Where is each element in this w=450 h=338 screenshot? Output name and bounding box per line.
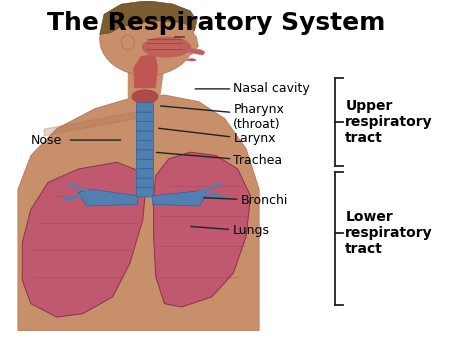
Text: Nasal cavity: Nasal cavity	[233, 82, 310, 95]
FancyBboxPatch shape	[136, 169, 153, 178]
FancyBboxPatch shape	[136, 178, 153, 188]
FancyBboxPatch shape	[136, 150, 153, 159]
Text: Larynx: Larynx	[233, 132, 276, 145]
Polygon shape	[153, 152, 251, 307]
Polygon shape	[22, 162, 145, 317]
Polygon shape	[128, 31, 199, 71]
FancyBboxPatch shape	[136, 188, 153, 197]
Text: Lower
respiratory
tract: Lower respiratory tract	[345, 210, 433, 256]
Polygon shape	[186, 58, 197, 61]
FancyBboxPatch shape	[136, 140, 153, 150]
FancyBboxPatch shape	[136, 103, 153, 112]
Polygon shape	[100, 1, 197, 34]
Text: Trachea: Trachea	[233, 154, 283, 167]
Polygon shape	[133, 54, 158, 88]
Polygon shape	[78, 189, 138, 206]
Text: The Respiratory System: The Respiratory System	[47, 11, 385, 35]
Polygon shape	[128, 58, 164, 98]
FancyBboxPatch shape	[136, 112, 153, 122]
Text: Upper
respiratory
tract: Upper respiratory tract	[345, 99, 433, 145]
FancyBboxPatch shape	[136, 131, 153, 140]
Ellipse shape	[142, 37, 191, 57]
FancyBboxPatch shape	[136, 122, 153, 131]
Text: Nose: Nose	[31, 134, 62, 147]
FancyBboxPatch shape	[136, 159, 153, 169]
Ellipse shape	[100, 3, 194, 76]
Ellipse shape	[132, 90, 158, 103]
Text: Lungs: Lungs	[233, 224, 270, 237]
Polygon shape	[18, 95, 259, 331]
Text: Pharynx
(throat): Pharynx (throat)	[233, 103, 284, 131]
Polygon shape	[186, 48, 205, 55]
Ellipse shape	[122, 35, 134, 50]
Polygon shape	[152, 191, 207, 206]
Text: Bronchi: Bronchi	[241, 194, 288, 207]
